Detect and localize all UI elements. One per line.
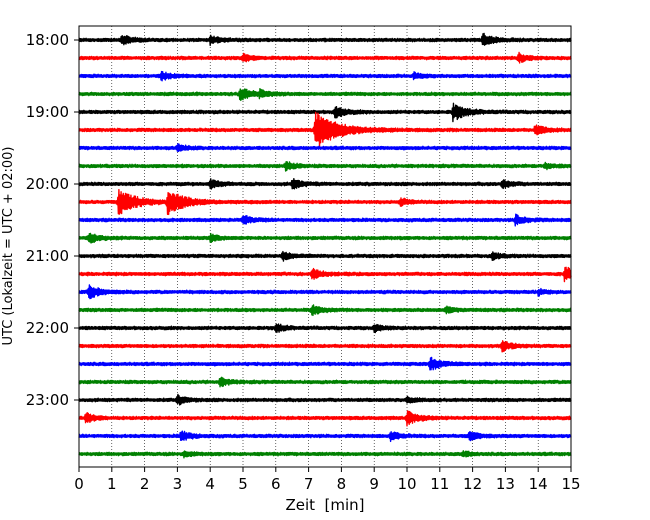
y-axis-title: UTC (Lokalzeit = UTC + 02:00): [1, 147, 16, 346]
trace-2145: [78, 304, 572, 317]
trace-2030: [78, 213, 572, 227]
trace-1845: [78, 88, 572, 102]
x-tick-label: 7: [304, 475, 314, 493]
trace-1830: [78, 70, 572, 82]
plot-frame: [78, 25, 572, 468]
trace-1945: [78, 160, 572, 172]
trace-2100: [78, 250, 572, 262]
trace-2330: [78, 430, 572, 443]
trace-2230: [78, 356, 572, 371]
x-axis-title: Zeit [min]: [285, 496, 364, 514]
trace-2300: [78, 393, 572, 406]
trace-2315: [78, 410, 572, 427]
x-tick-label: 12: [463, 475, 482, 493]
y-tick-label: 22:00: [26, 319, 69, 337]
x-tick-label: 15: [561, 475, 580, 493]
x-tick-label: 0: [74, 475, 84, 493]
trace-2115: [78, 266, 572, 283]
trace-2000: [78, 178, 572, 190]
trace-1930: [78, 143, 572, 153]
trace-1800: [78, 32, 572, 47]
x-tick-label: 3: [173, 475, 183, 493]
trace-2015: [78, 188, 572, 216]
trace-2215: [78, 340, 572, 353]
trace-1815: [78, 51, 572, 64]
y-tick-label: 23:00: [26, 391, 69, 409]
trace-2245: [78, 376, 572, 388]
x-tick-label: 14: [529, 475, 548, 493]
x-tick-label: 11: [430, 475, 449, 493]
x-tick-label: 4: [205, 475, 215, 493]
y-tick-label: 19:00: [26, 103, 69, 121]
trace-group: [78, 32, 572, 459]
x-tick-label: 5: [238, 475, 248, 493]
trace-2045: [78, 232, 572, 244]
trace-1900: [78, 102, 572, 123]
trace-2200: [78, 323, 572, 334]
x-tick-label: 13: [496, 475, 515, 493]
x-tick-label: 1: [107, 475, 117, 493]
x-tick-label: 10: [397, 475, 416, 493]
x-axis-ticks: 0 1 2 3 4 5 6 7 8 9 10 11 12 13 14 15: [74, 467, 581, 493]
y-tick-label: 21:00: [26, 247, 69, 265]
trace-2345: [78, 450, 572, 459]
x-tick-label: 8: [337, 475, 347, 493]
x-tick-label: 9: [369, 475, 379, 493]
trace-2130: [78, 284, 572, 300]
trace-1915: [78, 111, 572, 147]
x-tick-label: 6: [271, 475, 281, 493]
y-axis-ticks: 18:00 19:00 20:00 21:00 22:00 23:00: [26, 31, 79, 409]
y-tick-label: 18:00: [26, 31, 69, 49]
x-tick-label: 2: [140, 475, 150, 493]
y-tick-label: 20:00: [26, 175, 69, 193]
plot-background: [79, 26, 571, 467]
